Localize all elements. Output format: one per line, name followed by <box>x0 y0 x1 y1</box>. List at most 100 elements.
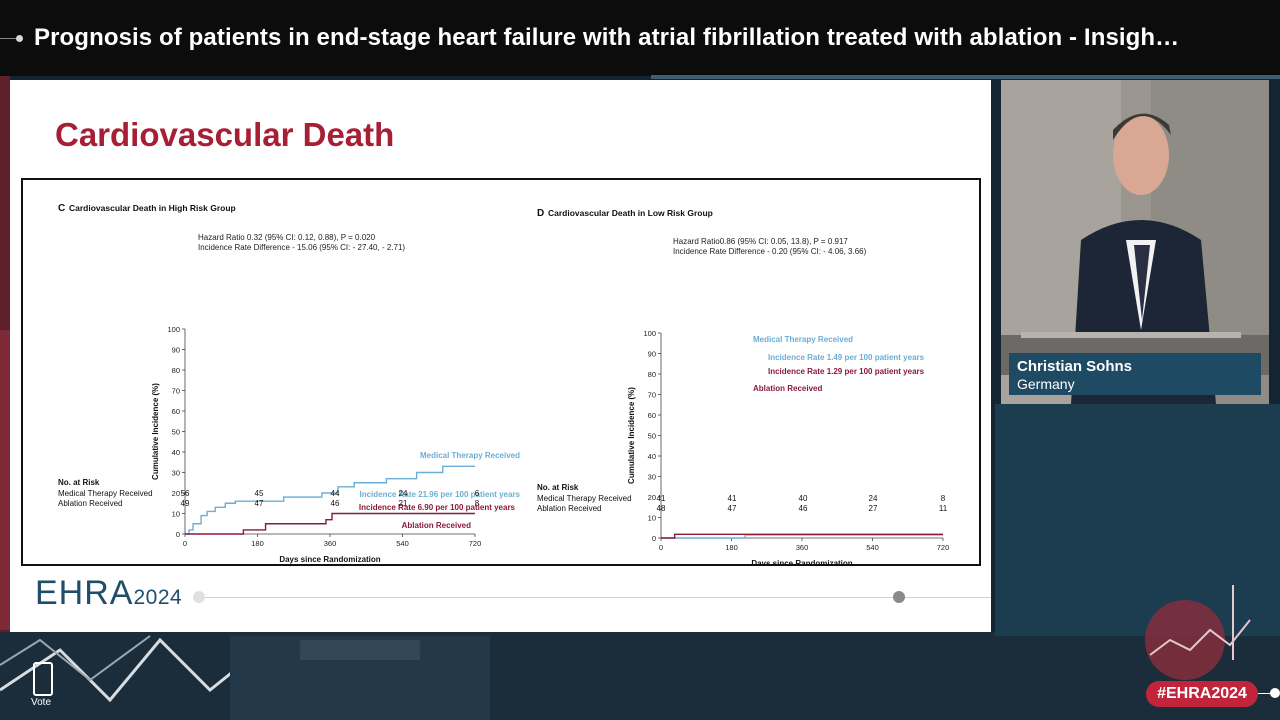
panel-c-y-tick-label: 0 <box>176 530 180 539</box>
panel-c-x-tick-label: 540 <box>396 539 409 548</box>
figure-panel: C Cardiovascular Death in High Risk Group… <box>21 178 981 566</box>
slide-track-line <box>195 597 991 598</box>
speaker-name: Christian Sohns <box>1017 358 1133 375</box>
panel-d-y-tick-label: 30 <box>648 473 656 482</box>
panel-d-risk-value: 41 <box>657 494 666 503</box>
panel-d-label-ablation: Ablation Received <box>753 384 822 393</box>
panel-c-risk-row-label: Ablation Received <box>58 499 122 508</box>
hashtag-dot <box>1270 688 1280 698</box>
ehra-logo: EHRA2024 <box>35 574 182 613</box>
progress-strip <box>651 75 1280 79</box>
panel-d-x-tick-label: 360 <box>796 543 809 552</box>
panel-c-risk-value: 49 <box>181 499 190 508</box>
panel-d-risk-value: 27 <box>869 504 878 513</box>
panel-d-stats-hr: Hazard Ratio0.86 (95% CI: 0.05, 13.8), P… <box>673 237 848 246</box>
video-title: Prognosis of patients in end-stage heart… <box>34 24 1180 51</box>
phone-icon <box>33 662 53 696</box>
panel-d-stats-ird: Incidence Rate Difference - 0.20 (95% CI… <box>673 247 867 256</box>
panel-d-y-tick-label: 10 <box>648 514 656 523</box>
panel-c-risk-value: 56 <box>181 489 190 498</box>
panel-d-y-tick-label: 60 <box>648 411 656 420</box>
panel-c-y-tick-label: 50 <box>172 428 180 437</box>
panel-d-risk-row-label: Ablation Received <box>537 504 601 513</box>
panel-c-y-tick-label: 60 <box>172 407 180 416</box>
panel-c-risk-row-label: Medical Therapy Received <box>58 489 153 498</box>
panel-c-x-label: Days since Randomization <box>279 555 380 564</box>
panel-c-y-tick-label: 100 <box>167 325 180 334</box>
panel-c-risk-value: 47 <box>255 499 264 508</box>
panel-c-stats-ird: Incidence Rate Difference - 15.06 (95% C… <box>198 243 405 252</box>
panel-d-risk-header: No. at Risk <box>537 483 579 492</box>
video-title-bar: Prognosis of patients in end-stage heart… <box>0 0 1280 76</box>
panel-c-risk-value: 24 <box>399 489 408 498</box>
panel-c-stats-hr: Hazard Ratio 0.32 (95% CI: 0.12, 0.88), … <box>198 233 376 242</box>
panel-d-risk-value: 24 <box>869 494 878 503</box>
panel-d-rate-medical: Incidence Rate 1.49 per 100 patient year… <box>768 353 925 362</box>
panel-c-risk-value: 46 <box>331 499 340 508</box>
panel-c-x-tick-label: 0 <box>183 539 187 548</box>
panel-c-risk-value: 6 <box>475 489 480 498</box>
panel-d-y-tick-label: 70 <box>648 391 656 400</box>
panel-d-x-label: Days since Randomization <box>751 559 852 564</box>
presentation-slide: Cardiovascular Death C Cardiovascular Dea… <box>10 80 991 632</box>
title-bar-dot <box>16 35 23 42</box>
panel-c-y-tick-label: 10 <box>172 510 180 519</box>
panel-c-risk-value: 8 <box>475 499 480 508</box>
panel-d-risk-value: 48 <box>657 504 666 513</box>
panel-d-series-ablation-line <box>661 533 943 539</box>
panel-c-risk-header: No. at Risk <box>58 478 100 487</box>
panel-d-risk-value: 41 <box>728 494 737 503</box>
hashtag-line <box>1258 693 1272 694</box>
vote-button[interactable]: Vote <box>29 662 55 708</box>
panel-d-letter: D <box>537 208 544 219</box>
panel-d-risk-row-label: Medical Therapy Received <box>537 494 632 503</box>
panel-d-series-medical-line <box>661 534 943 539</box>
panel-c-label-medical: Medical Therapy Received <box>420 451 520 460</box>
km-charts: C Cardiovascular Death in High Risk Group… <box>58 203 950 564</box>
panel-d-x-tick-label: 720 <box>937 543 950 552</box>
slide-title: Cardiovascular Death <box>55 116 395 153</box>
panel-d-y-tick-label: 80 <box>648 370 656 379</box>
panel-d-x-tick-label: 180 <box>725 543 738 552</box>
panel-d-risk-value: 40 <box>799 494 808 503</box>
panel-d-y-tick-label: 100 <box>643 329 656 338</box>
panel-d-x-tick-label: 0 <box>659 543 663 552</box>
panel-d-y-tick-label: 90 <box>648 350 656 359</box>
speaker-name-card: Christian Sohns Germany <box>1009 353 1261 395</box>
panel-c-x-tick-label: 180 <box>251 539 264 548</box>
panel-d-rate-ablation: Incidence Rate 1.29 per 100 patient year… <box>768 367 925 376</box>
vote-label: Vote <box>31 697 52 708</box>
panel-c-risk-value: 21 <box>399 499 408 508</box>
panel-d-risk-value: 11 <box>939 504 948 513</box>
panel-c-x-tick-label: 720 <box>469 539 482 548</box>
panel-d-title: Cardiovascular Death in Low Risk Group <box>548 208 713 218</box>
panel-c-risk-value: 45 <box>255 489 264 498</box>
slide-track-start-dot <box>193 591 205 603</box>
panel-d-y-label: Cumulative Incidence (%) <box>627 387 636 484</box>
brand-text: EHRA <box>35 574 134 612</box>
panel-d-x-tick-label: 540 <box>866 543 879 552</box>
panel-c-y-tick-label: 40 <box>172 448 180 457</box>
panel-c-risk-value: 44 <box>331 489 340 498</box>
panel-d-risk-value: 8 <box>941 494 946 503</box>
title-bar-line <box>0 38 16 39</box>
panel-c-y-label: Cumulative Incidence (%) <box>151 383 160 480</box>
panel-c-y-tick-label: 20 <box>172 489 180 498</box>
panel-d-y-tick-label: 40 <box>648 452 656 461</box>
panel-c-label-ablation: Ablation Received <box>402 521 471 530</box>
panel-c-y-tick-label: 90 <box>172 346 180 355</box>
speaker-country: Germany <box>1017 376 1075 392</box>
panel-d-risk-value: 46 <box>799 504 808 513</box>
panel-c-series-ablation-line <box>185 512 475 535</box>
panel-c-y-tick-label: 70 <box>172 387 180 396</box>
panel-c-x-tick-label: 360 <box>324 539 337 548</box>
hashtag-badge: #EHRA2024 <box>1146 681 1258 707</box>
panel-d-label-medical: Medical Therapy Received <box>753 335 853 344</box>
brand-year: 2024 <box>133 586 183 609</box>
panel-c-letter: C <box>58 203 65 214</box>
panel-d-y-tick-label: 0 <box>652 534 656 543</box>
panel-c-title: Cardiovascular Death in High Risk Group <box>69 203 236 213</box>
panel-c-y-tick-label: 80 <box>172 366 180 375</box>
panel-d-y-tick-label: 20 <box>648 493 656 502</box>
